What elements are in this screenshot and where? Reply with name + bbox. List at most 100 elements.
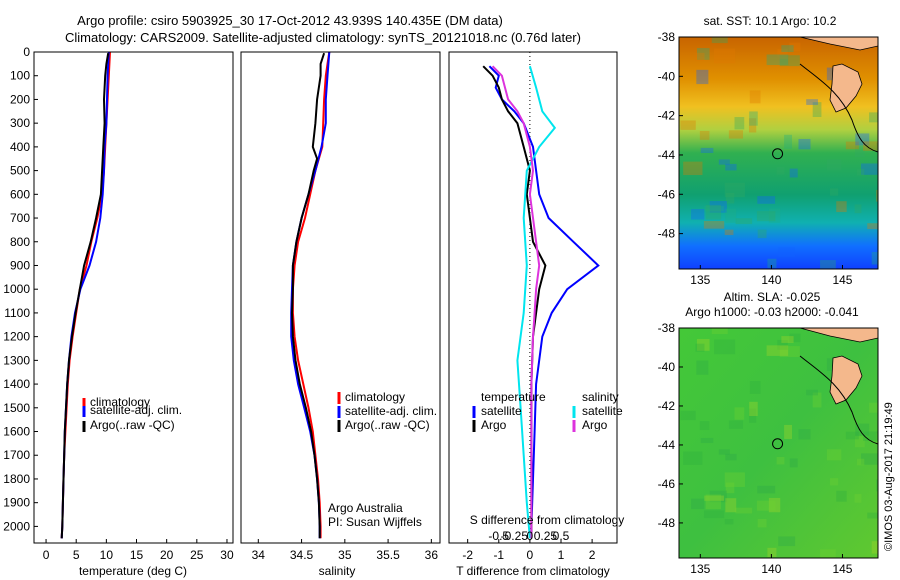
map-texture-cell [830,478,839,486]
legend-argo-label: Argo(..raw -QC) [90,418,175,432]
y-tick-label: 900 [10,258,30,272]
map-texture-cell [696,69,709,85]
profile-location-marker [772,148,784,160]
lat-tick-label: -40 [658,69,676,83]
map-texture-cell [789,333,801,343]
x-tick-label-secondary: 0.5 [553,529,570,543]
map-texture-cell [789,168,798,178]
lat-tick-label: -46 [658,187,676,201]
salinity-panel: 34 34.5 35 35.5 36 salinity climatology sate… [240,51,441,578]
map-texture-cell [696,338,710,351]
lat-tick-label: -48 [658,516,676,530]
map-texture-cell [709,201,727,213]
map-texture-cell [836,201,847,213]
x-tick-label: 0 [527,548,534,562]
map-texture-cell [725,482,735,494]
map-texture-cell [756,500,776,511]
legend-climatology-label: climatology [90,395,150,409]
lat-tick-label: -46 [658,477,676,491]
lat-tick-label: -42 [658,109,676,123]
difference-panel: -2 -1 0 1 2 S difference from climatology -0… [448,51,624,578]
sla-map-frame [678,327,879,559]
map-texture-cell [728,130,744,139]
legend-temp-satellite-label: satellite [481,404,522,418]
sla-map-title: Altim. SLA: -0.025 [724,290,821,304]
x-tick-label: 20 [160,548,174,562]
lon-tick-label: 135 [690,562,710,576]
profile-location-marker [772,438,784,450]
difference-legend: temperature satellite Argo salinity sate… [472,390,623,432]
map-texture-cell [861,453,878,465]
map-texture-cell [703,510,725,519]
legend-satellite-label: satellite-adj. clim. [90,403,182,417]
x-tick-label: 35 [338,548,352,562]
map-texture-cell [757,518,767,528]
map-texture-cell [845,431,859,440]
map-texture-cell [725,163,737,171]
series-line-argo-salinity [491,65,541,539]
map-texture-cell [734,117,745,130]
map-texture-cell [855,423,870,436]
legend-sal-satellite-label: satellite [582,404,623,418]
map-texture-cell [748,408,757,423]
map-texture-cell [714,48,736,64]
map-texture-cell [735,218,753,225]
map-texture-cell [699,421,710,431]
y-tick-label: 1300 [3,353,30,367]
map-texture-cell [734,407,745,420]
sla-map-subtitle: Argo h1000: -0.03 h2000: -0.041 [685,305,859,319]
x-tick-label: 36 [425,548,439,562]
legend-sal-argo-label: Argo [582,418,608,432]
mainland-landmass [760,37,878,51]
legend-salinity-title: salinity [582,390,619,404]
map-texture-cell [789,42,801,52]
map-texture-cell [768,497,781,513]
lat-tick-label: -38 [658,30,676,44]
map-texture-cell [869,402,878,413]
map-texture-cell [700,437,714,444]
map-texture-cell [724,472,745,487]
map-texture-cell [695,52,705,61]
map-texture-cell [680,410,696,421]
map-texture-cell [680,120,696,130]
x-tick-label: 34 [252,548,266,562]
map-texture-cell [767,547,777,558]
x-tick-label-secondary: -0.25 [501,529,529,543]
map-texture-cell [711,37,728,44]
map-texture-cell [861,163,878,175]
difference-axes-frame [448,51,618,544]
map-texture-cell [725,498,737,513]
x-tick-label: 0 [43,548,50,562]
salinity-axes-frame [240,51,441,544]
imos-watermark: ©IMOS 03-Aug-2017 21:19:49 [883,402,895,551]
temperature-axes-frame [33,51,234,544]
x-tick-label: 5 [73,548,80,562]
figure-title-line2: Climatology: CARS2009. Satellite-adjuste… [65,30,581,45]
lat-tick-label: -44 [658,148,676,162]
map-texture-cell [854,146,865,158]
map-texture-cell [711,328,728,335]
map-texture-cell [876,189,878,202]
y-tick-label: 1200 [3,330,30,344]
temperature-xlabel: temperature (deg C) [79,564,187,578]
x-tick-label-secondary: 0 [527,529,534,543]
salinity-xlabel: salinity [319,564,356,578]
x-tick-label: -1 [493,548,504,562]
map-texture-cell [683,451,703,465]
x-tick-label: 30 [220,548,234,562]
sst-map-panel: sat. SST: 10.1 Argo: 10.2 -48 -46 -44 -42 -4… [658,14,879,287]
map-texture-cell [749,401,758,417]
map-texture-cell [683,161,703,176]
map-texture-cell [826,358,838,371]
map-texture-cell [869,112,878,123]
lon-tick-label: 140 [761,562,781,576]
y-tick-label: 1400 [3,377,30,391]
map-texture-cell [836,490,847,502]
map-texture-cell [748,118,757,133]
map-texture-cell [862,141,878,151]
map-texture-cell [776,167,785,175]
x-tick-label: 15 [130,548,144,562]
lon-tick-label: 140 [761,273,781,287]
map-texture-cell [876,479,878,492]
map-texture-cell [757,485,776,494]
